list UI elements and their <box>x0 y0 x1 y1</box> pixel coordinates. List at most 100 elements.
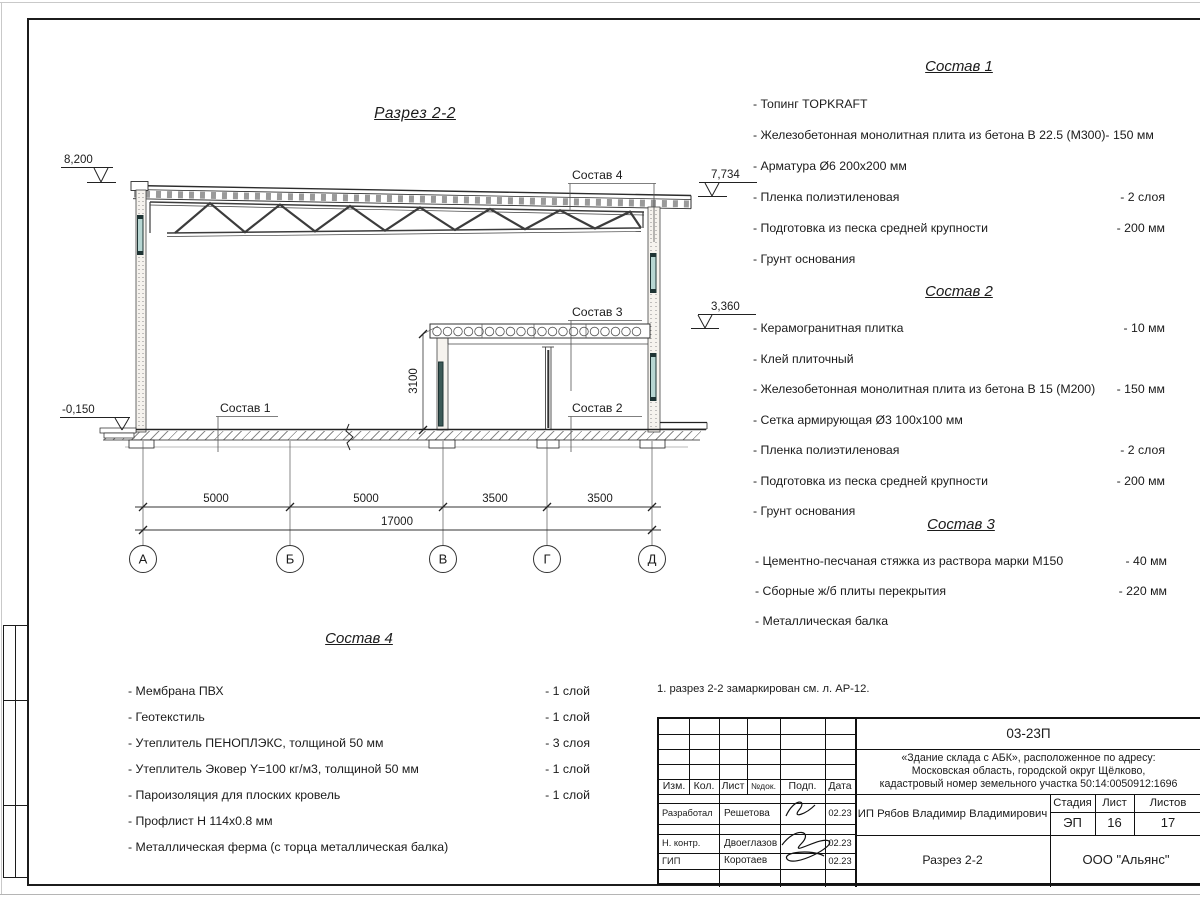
list-item: - Мембрана ПВХ - 1 слой <box>128 684 590 698</box>
tb-project-name: «Здание склада с АБК», расположенное по … <box>879 752 1178 790</box>
tb-col-kol: Кол. <box>693 780 715 793</box>
tb-sheets-label: Листов <box>1149 796 1187 809</box>
axis-bubbles: А Б В Г Д <box>129 545 666 573</box>
list-item: - Цементно-песчаная стяжка из раствора м… <box>755 554 1167 568</box>
walls <box>135 189 661 433</box>
tb-col-podp: Подп. <box>788 780 817 793</box>
composition-2-title: Состав 2 <box>925 283 993 300</box>
floor-slab-hatch <box>103 431 701 440</box>
tb-role-developer: Разработал <box>662 808 713 819</box>
tb-name-gip: Коротаев <box>724 855 768 867</box>
list-item: - Утеплитель ПЕНОПЛЭКС, толщиной 50 мм - … <box>128 736 590 750</box>
dimension-texts: 5000 5000 3500 3500 17000 3100 <box>203 368 613 528</box>
tb-date-developer: 02.23 <box>828 808 852 819</box>
tb-sheets-value: 17 <box>1160 815 1176 831</box>
tb-col-ndok: №док. <box>751 780 776 791</box>
axis-label: А <box>139 552 148 567</box>
composition-4-title: Состав 4 <box>325 630 393 647</box>
svg-text:3500: 3500 <box>482 493 508 505</box>
svg-text:3100: 3100 <box>408 368 420 394</box>
composition-list-2: Состав 2 - Керамогранитная плитка - 10 мм… <box>753 283 1165 527</box>
tb-sheet-value: 16 <box>1107 815 1122 831</box>
mezzanine-left-wall <box>436 324 449 431</box>
tb-col-list: Лист <box>721 780 745 793</box>
svg-text:5000: 5000 <box>203 493 229 505</box>
axis-label: В <box>439 552 448 567</box>
tb-client: ИП Рябов Владимир Владимирович <box>857 808 1048 820</box>
leader-lines <box>216 183 656 452</box>
svg-text:Состав 3: Состав 3 <box>572 305 623 319</box>
elevation-marks <box>60 167 757 431</box>
roof-truss <box>149 201 645 237</box>
list-item: - Топинг TOPKRAFT <box>753 96 868 111</box>
tb-date-ncontrol: 02.23 <box>828 838 852 849</box>
section-title: Разрез 2-2 <box>374 105 456 122</box>
tb-sheet-label: Лист <box>1102 796 1127 809</box>
list-item: - Арматура Ø6 200х200 мм <box>753 158 907 173</box>
sheet-edge-bottom <box>0 894 1200 895</box>
svg-text:17000: 17000 <box>381 516 413 528</box>
title-block: Изм. Кол. Лист №док. Подп. Дата Разработ… <box>657 717 1200 887</box>
mezzanine-column <box>542 346 554 429</box>
roof-deck <box>130 181 692 210</box>
list-item: - Металлическая балка <box>755 614 889 628</box>
list-item: - Грунт основания <box>753 504 856 519</box>
sheet-edge-left <box>1 2 2 895</box>
list-item: - Подготовка из песка средней крупности -… <box>753 473 1165 488</box>
svg-text:5000: 5000 <box>353 493 379 505</box>
composition-3-title: Состав 3 <box>927 516 995 533</box>
sheet-edge-top <box>0 2 1200 3</box>
svg-text:Состав 1: Состав 1 <box>220 401 271 415</box>
list-item: - Железобетонная монолитная плита из бет… <box>753 382 1165 397</box>
svg-text:Состав 2: Состав 2 <box>572 401 623 415</box>
tb-bottom-title: Разрез 2-2 <box>922 852 983 867</box>
list-item: - Клей плиточный <box>753 351 854 366</box>
list-item: - Грунт основания <box>753 251 856 266</box>
composition-list-1: Состав 1 - Топинг TOPKRAFT - Железобетон… <box>753 58 1165 274</box>
list-item: - Профлист Н 114х0.8 мм <box>128 814 273 828</box>
tb-date-gip: 02.23 <box>828 855 852 866</box>
frame-top <box>27 18 1200 20</box>
composition-list-3: Состав 3 - Цементно-песчаная стяжка из р… <box>755 516 1167 636</box>
tb-doc-number: 03-23П <box>1006 726 1051 742</box>
list-item: - Подготовка из песка средней крупности -… <box>753 220 1165 235</box>
list-item: - Пароизоляция для плоских кровель - 1 сл… <box>128 788 590 802</box>
tb-col-data: Дата <box>828 780 852 793</box>
frame-left <box>27 18 29 885</box>
tb-stage-value: ЭП <box>1063 815 1082 831</box>
list-item: - Геотекстиль - 1 слой <box>128 710 590 724</box>
leader-texts: Состав 4 Состав 3 Состав 2 Состав 1 <box>220 168 623 415</box>
tb-role-ncontrol: Н. контр. <box>662 838 701 849</box>
sheet-note: 1. разрез 2-2 замаркирован см. л. АР-12. <box>657 683 870 695</box>
axis-label: Б <box>286 552 295 567</box>
list-item: - Пленка полиэтиленовая - 2 слоя <box>753 443 1165 458</box>
tb-name-developer: Решетова <box>724 807 770 819</box>
list-item: - Железобетонная монолитная плита из бет… <box>753 127 1154 142</box>
glazing-panels <box>137 215 657 427</box>
tb-stage-label: Стадия <box>1053 796 1092 809</box>
tb-col-izm: Изм. <box>662 780 686 793</box>
left-wall <box>135 189 147 433</box>
axis-label: Г <box>543 552 550 567</box>
list-item: - Сетка армирующая Ø3 100х100 мм <box>753 412 963 427</box>
list-item: - Керамогранитная плитка - 10 мм <box>753 321 1165 336</box>
list-item: - Металлическая ферма (с торца металличе… <box>128 840 449 854</box>
svg-text:Состав 4: Состав 4 <box>572 168 623 182</box>
svg-text:3500: 3500 <box>587 493 613 505</box>
elevation-texts: 8,200 7,734 3,360 -0,150 <box>62 154 740 416</box>
composition-list-4: Состав 4 - Мембрана ПВХ - 1 слой - Геотек… <box>128 630 590 860</box>
svg-text:-0,150: -0,150 <box>62 404 95 416</box>
composition-1-title: Состав 1 <box>925 58 993 75</box>
list-item: - Утеплитель Эковер Y=100 кг/м3, толщино… <box>128 762 590 776</box>
svg-text:7,734: 7,734 <box>711 169 740 181</box>
axis-label: Д <box>648 552 657 567</box>
svg-text:3,360: 3,360 <box>711 301 740 313</box>
tb-name-ncontrol: Двоеглазов <box>724 837 778 849</box>
list-item: - Сборные ж/б плиты перекрытия - 220 мм <box>755 584 1167 598</box>
tb-company: ООО "Альянс" <box>1082 851 1170 867</box>
list-item: - Пленка полиэтиленовая - 2 слоя <box>753 189 1165 204</box>
right-wall <box>647 206 661 433</box>
mezzanine-slab <box>429 323 651 345</box>
svg-text:8,200: 8,200 <box>64 154 93 166</box>
